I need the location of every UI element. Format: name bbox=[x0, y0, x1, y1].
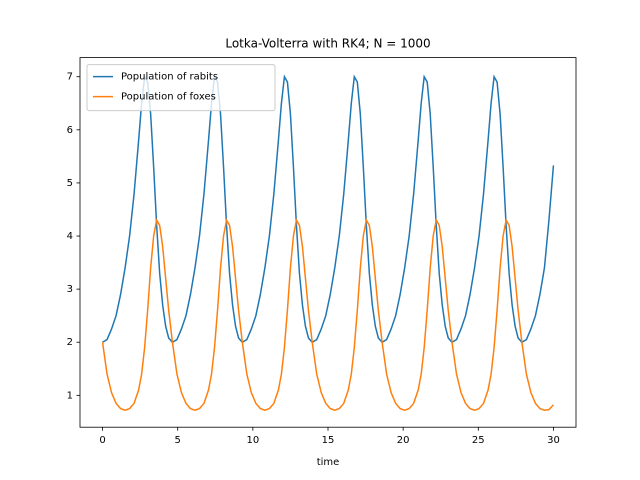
y-tick-label: 4 bbox=[67, 231, 73, 242]
x-tick-label: 25 bbox=[472, 435, 485, 446]
legend-box bbox=[86, 64, 276, 112]
x-tick-label: 10 bbox=[246, 435, 259, 446]
legend-label: Population of foxes bbox=[121, 92, 216, 103]
x-tick-label: 15 bbox=[322, 435, 335, 446]
y-tick-label: 5 bbox=[67, 178, 73, 189]
chart-title: Lotka-Volterra with RK4; N = 1000 bbox=[225, 37, 430, 51]
y-tick-label: 2 bbox=[67, 337, 73, 348]
y-tick-label: 3 bbox=[67, 284, 73, 295]
legend-label: Population of rabits bbox=[121, 72, 218, 83]
x-tick-label: 5 bbox=[175, 435, 181, 446]
y-tick-label: 7 bbox=[67, 72, 73, 83]
x-tick-label: 30 bbox=[547, 435, 560, 446]
x-axis-label: time bbox=[317, 457, 340, 468]
y-tick-label: 6 bbox=[67, 125, 73, 136]
x-tick-label: 20 bbox=[397, 435, 410, 446]
y-tick-label: 1 bbox=[67, 390, 73, 401]
data-line bbox=[101, 217, 554, 412]
x-tick-label: 0 bbox=[99, 435, 105, 446]
data-line bbox=[102, 74, 555, 344]
plot-frame bbox=[79, 57, 577, 428]
